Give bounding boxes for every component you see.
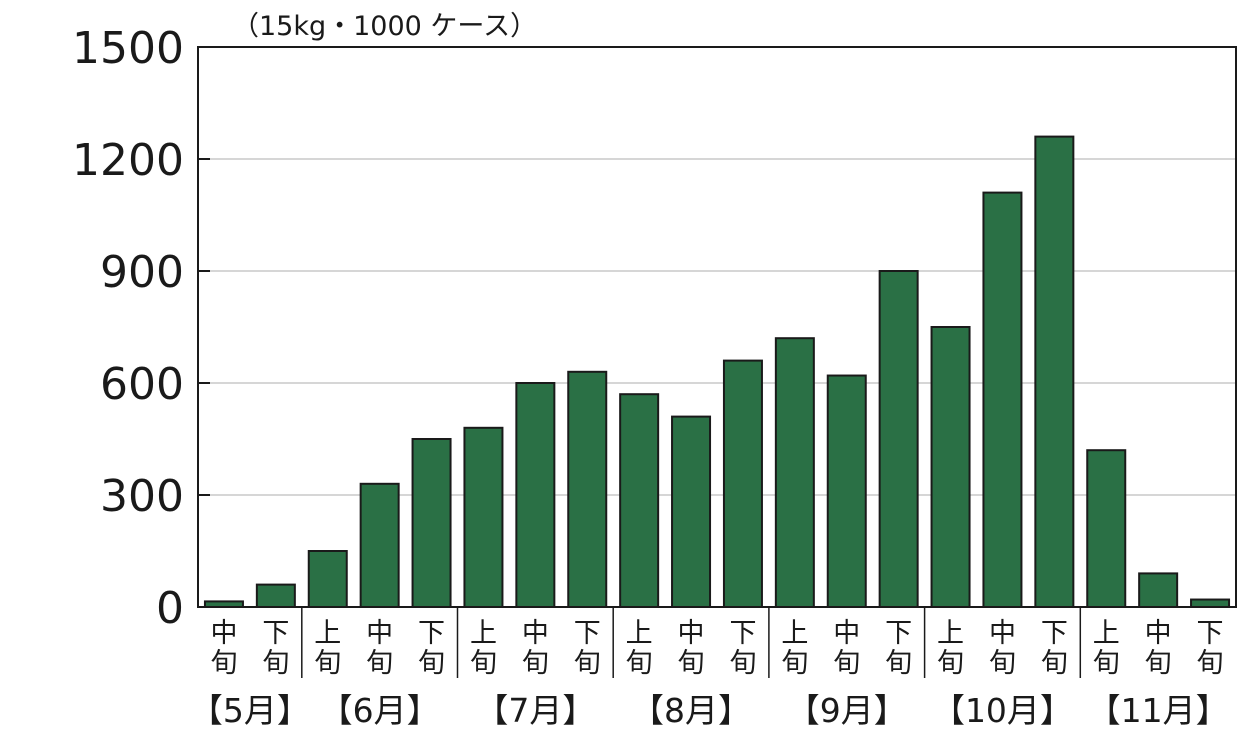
x-category-label-bottom: 旬	[729, 648, 756, 679]
x-category-label-bottom: 旬	[314, 648, 341, 679]
x-category-label-top: 下	[1041, 618, 1068, 649]
y-tick-label: 600	[100, 359, 184, 410]
x-category-label-top: 中	[522, 618, 549, 649]
month-label: 【7月】	[475, 691, 595, 730]
bars	[203, 135, 1231, 609]
x-category-label-bottom: 旬	[366, 648, 393, 679]
x-category-label-top: 下	[418, 618, 445, 649]
x-category-label-bottom: 旬	[1041, 648, 1068, 679]
x-category-label-bottom: 旬	[574, 648, 601, 679]
x-category-label-top: 中	[989, 618, 1016, 649]
bar	[255, 583, 296, 608]
bar	[1034, 135, 1075, 608]
bar	[878, 270, 919, 608]
month-label: 【5月】	[190, 691, 310, 730]
month-label: 【6月】	[320, 691, 440, 730]
bar	[1138, 572, 1179, 609]
month-label: 【11月】	[1088, 691, 1229, 730]
y-tick-label: 0	[156, 583, 184, 634]
x-category-label-bottom: 旬	[833, 648, 860, 679]
bar	[930, 326, 971, 608]
x-category-label-bottom: 旬	[522, 648, 549, 679]
x-category-label-bottom: 旬	[626, 648, 653, 679]
x-category-label-top: 下	[574, 618, 601, 649]
bar	[307, 550, 348, 608]
month-label: 【10月】	[932, 691, 1073, 730]
x-category-label-bottom: 旬	[678, 648, 705, 679]
month-labels: 【5月】 【6月】 【7月】 【8月】 【9月】 【10月】 【11月】	[190, 691, 1229, 730]
x-category-label-top: 下	[729, 618, 756, 649]
x-category-label-top: 下	[1197, 618, 1224, 649]
month-label: 【8月】	[631, 691, 751, 730]
x-category-label-top: 中	[1145, 618, 1172, 649]
y-tick-label: 1500	[72, 23, 184, 74]
month-label: 【9月】	[787, 691, 907, 730]
bar	[515, 382, 556, 608]
x-category-label-top: 下	[262, 618, 289, 649]
x-category-label-top: 中	[210, 618, 237, 649]
x-category-label-bottom: 旬	[262, 648, 289, 679]
x-category-label-bottom: 旬	[418, 648, 445, 679]
x-category-label-bottom: 旬	[1145, 648, 1172, 679]
x-category-label-top: 中	[366, 618, 393, 649]
bar	[1086, 449, 1127, 609]
bar	[671, 415, 712, 608]
x-category-label-top: 上	[937, 618, 964, 649]
y-tick-label: 1200	[72, 135, 184, 186]
x-category-label-top: 上	[470, 618, 497, 649]
bar	[982, 191, 1023, 608]
x-category-label-bottom: 旬	[885, 648, 912, 679]
bar	[774, 337, 815, 608]
x-category-label-top: 下	[885, 618, 912, 649]
bar	[619, 393, 660, 609]
month-separators	[301, 607, 1082, 678]
bar	[463, 426, 504, 608]
x-category-label-top: 中	[678, 618, 705, 649]
x-category-label-bottom: 旬	[210, 648, 237, 679]
x-category-label-top: 中	[833, 618, 860, 649]
x-category-label-bottom: 旬	[1197, 648, 1224, 679]
x-category-label-top: 上	[781, 618, 808, 649]
x-category-label-top: 上	[626, 618, 653, 649]
bar	[722, 359, 763, 608]
y-tick-label: 300	[100, 471, 184, 522]
bar	[411, 438, 452, 608]
x-category-label-top: 上	[1093, 618, 1120, 649]
bar	[1190, 598, 1231, 608]
bar	[359, 482, 400, 608]
plot-frame	[197, 46, 1237, 608]
x-category-label-bottom: 旬	[937, 648, 964, 679]
bar	[567, 370, 608, 608]
x-category-label-top: 上	[314, 618, 341, 649]
y-axis-ticks: 0 300 600 900 1200 1500	[72, 23, 210, 634]
x-category-label-bottom: 旬	[1093, 648, 1120, 679]
y-tick-label: 900	[100, 247, 184, 298]
bar	[826, 374, 867, 608]
x-category-label-bottom: 旬	[781, 648, 808, 679]
x-category-label-bottom: 旬	[989, 648, 1016, 679]
unit-label: （15kg・1000 ケース）	[232, 11, 537, 42]
x-category-label-bottom: 旬	[470, 648, 497, 679]
grid-lines	[198, 158, 1236, 496]
